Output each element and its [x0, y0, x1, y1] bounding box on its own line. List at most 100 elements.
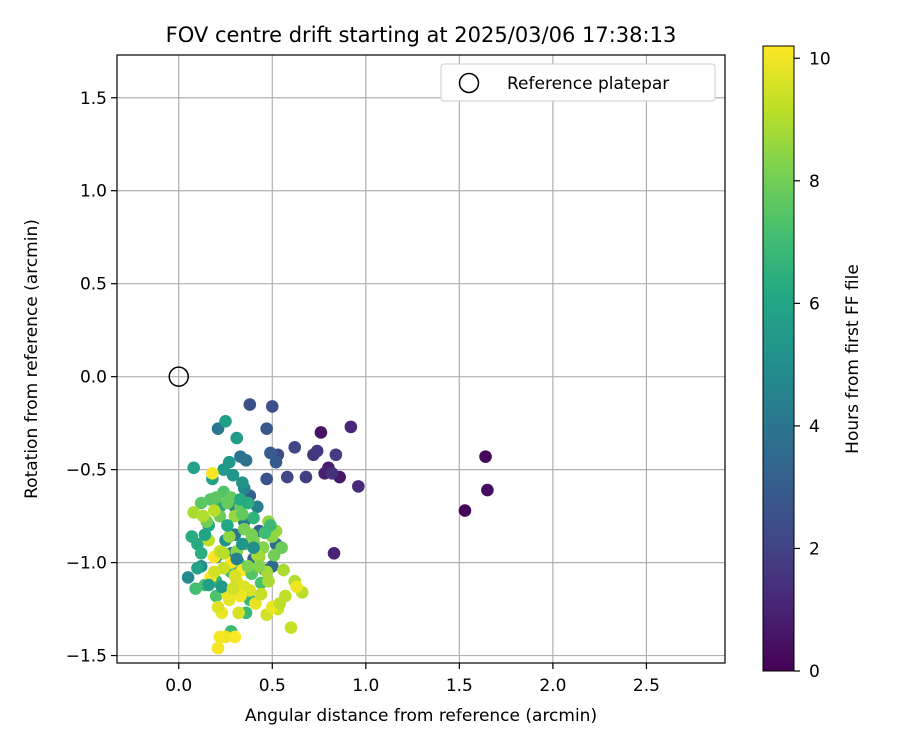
- data-point: [299, 470, 313, 484]
- colorbar: 0 2 4 6 8 10 Hours from first FF file: [762, 45, 863, 682]
- data-point: [219, 414, 232, 428]
- data-point: [217, 463, 230, 476]
- data-point: [249, 597, 262, 610]
- colorbar-tick-label: 0: [809, 662, 820, 682]
- y-axis-label: Rotation from reference (arcmin): [22, 219, 42, 499]
- data-point: [264, 446, 277, 460]
- x-tick-label: 1.0: [352, 676, 379, 696]
- data-point: [458, 504, 472, 517]
- data-point: [254, 587, 268, 601]
- y-tick-label: −1.5: [66, 647, 107, 667]
- data-point: [236, 476, 249, 489]
- data-point: [196, 509, 210, 523]
- colorbar-tick-label: 10: [809, 49, 831, 69]
- data-point: [479, 450, 492, 463]
- data-point: [226, 468, 240, 482]
- data-point: [262, 574, 275, 588]
- data-point: [207, 565, 221, 579]
- data-point: [213, 630, 227, 644]
- data-point: [273, 597, 287, 610]
- data-point: [194, 546, 208, 560]
- data-point: [226, 582, 240, 595]
- data-point: [280, 470, 294, 484]
- colorbar-tick-label: 4: [809, 417, 820, 437]
- data-point: [277, 563, 290, 577]
- data-point: [260, 422, 273, 436]
- data-point: [211, 600, 225, 614]
- data-point: [222, 530, 236, 543]
- legend-label: Reference platepar: [507, 74, 669, 94]
- x-axis-label: Angular distance from reference (arcmin): [245, 706, 597, 726]
- data-point: [202, 578, 215, 592]
- data-point: [198, 528, 212, 542]
- y-tick-label: 0.0: [80, 368, 107, 388]
- colorbar-tick-label: 6: [809, 294, 820, 314]
- data-point: [209, 491, 223, 504]
- data-point: [206, 467, 219, 480]
- data-point: [181, 571, 195, 584]
- data-point: [211, 641, 225, 655]
- data-point: [327, 546, 341, 560]
- data-points: [181, 398, 494, 655]
- data-point: [217, 546, 230, 560]
- legend: Reference platepar: [440, 63, 716, 102]
- data-point: [234, 493, 247, 506]
- data-point: [247, 511, 260, 525]
- data-point: [288, 441, 302, 454]
- data-point: [230, 552, 244, 566]
- data-point: [329, 448, 343, 462]
- data-point: [314, 426, 328, 439]
- colorbar-tick-label: 2: [809, 539, 820, 559]
- colorbar-label: Hours from first FF file: [843, 264, 863, 454]
- data-point: [344, 420, 358, 434]
- data-point: [265, 400, 279, 413]
- data-point: [187, 461, 201, 475]
- reference-platepar-marker: [168, 366, 189, 387]
- data-point: [243, 398, 257, 411]
- data-point: [284, 621, 298, 634]
- legend-box: [440, 63, 716, 102]
- data-point: [230, 431, 244, 445]
- data-point: [264, 519, 277, 532]
- y-tick-label: 1.5: [80, 89, 107, 109]
- data-point: [215, 580, 229, 594]
- data-point: [209, 589, 223, 603]
- reference-marker: [168, 366, 189, 387]
- data-point: [228, 630, 242, 644]
- data-point: [194, 496, 208, 510]
- plot-frame: [116, 54, 726, 664]
- data-point: [207, 504, 221, 517]
- data-point: [269, 455, 283, 469]
- data-point: [228, 569, 242, 582]
- data-point: [185, 530, 199, 543]
- colorbar-gradient: [762, 45, 795, 672]
- x-tick-label: 0.0: [165, 676, 192, 696]
- data-point: [245, 528, 258, 542]
- chart-title: FOV centre drift starting at 2025/03/06 …: [166, 23, 677, 47]
- colorbar-ticks: 0 2 4 6 8 10: [794, 49, 831, 682]
- data-point: [191, 561, 204, 575]
- x-tick-label: 2.5: [633, 676, 660, 696]
- data-point: [247, 541, 260, 555]
- x-tick-label: 0.5: [259, 676, 286, 696]
- data-point: [481, 483, 494, 497]
- colorbar-tick-label: 8: [809, 172, 820, 192]
- data-point: [260, 472, 273, 486]
- y-tick-label: 0.5: [80, 275, 107, 295]
- y-tick-label: −1.0: [66, 554, 107, 574]
- y-axis-ticks: −1.5 −1.0 −0.5 0.0 0.5 1.0 1.5: [66, 89, 117, 667]
- x-tick-label: 1.5: [446, 676, 473, 696]
- y-tick-label: −0.5: [66, 461, 107, 481]
- data-point: [310, 444, 324, 458]
- x-axis-ticks: 0.0 0.5 1.0 1.5 2.0 2.5: [165, 663, 660, 696]
- legend-reference-marker: [458, 72, 480, 94]
- data-point: [236, 537, 249, 551]
- data-point: [221, 519, 234, 532]
- data-point: [232, 606, 245, 620]
- data-point: [290, 580, 303, 594]
- data-point: [325, 467, 339, 480]
- data-point: [234, 450, 247, 463]
- data-point: [236, 507, 249, 521]
- y-tick-label: 1.0: [80, 182, 107, 202]
